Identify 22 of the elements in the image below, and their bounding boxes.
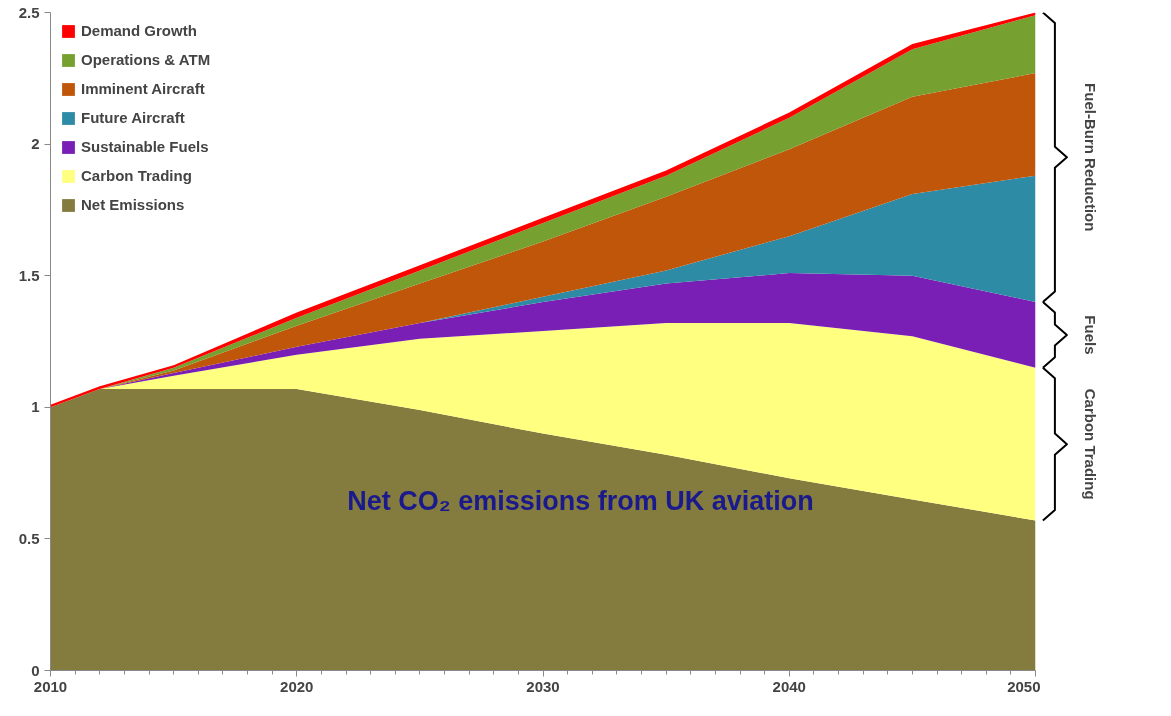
legend-label: Net Emissions [81, 196, 185, 213]
y-tick-label: 2.5 [18, 3, 40, 21]
legend-label: Imminent Aircraft [81, 80, 205, 97]
y-tick-label: 0 [31, 661, 40, 679]
x-tick-label: 2040 [772, 677, 806, 695]
legend-label: Demand Growth [81, 22, 197, 39]
x-tick-label: 2030 [526, 677, 560, 695]
y-tick-label: 1.5 [18, 266, 40, 284]
legend-label: Sustainable Fuels [81, 138, 209, 155]
y-tick-label: 0.5 [18, 529, 40, 547]
legend-label: Carbon Trading [81, 167, 192, 184]
y-tick-label: 1 [31, 398, 40, 416]
legend-label: Operations & ATM [81, 51, 211, 68]
legend-label: Future Aircraft [81, 109, 185, 126]
text: Carbon Trading [1082, 388, 1100, 500]
text: Fuels [1082, 315, 1100, 355]
y-tick-label: 2 [31, 135, 40, 153]
x-tick-label: 2020 [280, 677, 314, 695]
x-tick-label: 2050 [1007, 677, 1041, 695]
annotation: Net CO₂ emissions from UK aviation [347, 485, 814, 516]
x-tick-label: 2010 [33, 677, 68, 695]
text: Fuel-Burn Reduction [1082, 83, 1100, 232]
